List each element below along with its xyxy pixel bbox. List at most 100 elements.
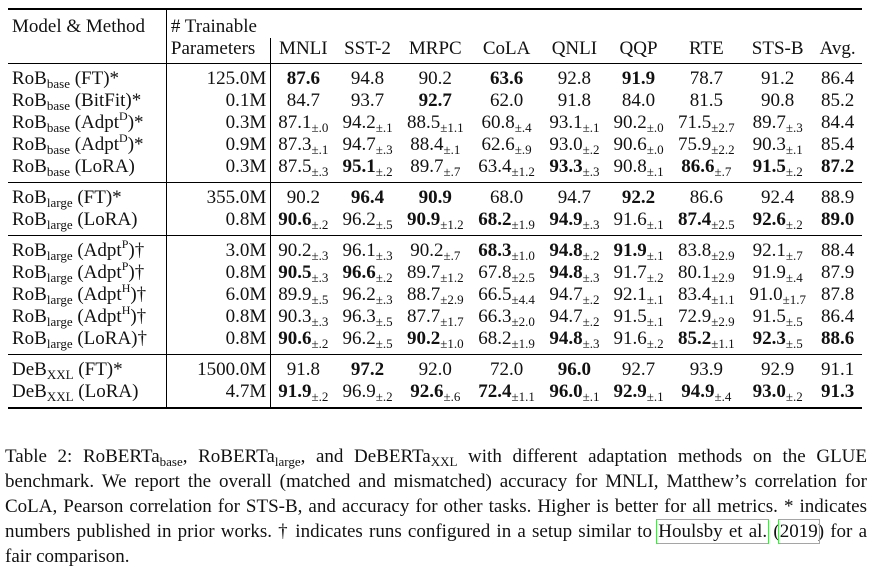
metric-value: 94.7 [549,284,583,305]
metric-value: 72.4 [478,381,512,402]
metric-value-cell: 68.2±1.9 [471,209,542,236]
metric-value-cell: 72.0 [471,355,542,382]
metric-value: 94.9 [681,381,715,402]
metric-value-cell: 94.9±.4 [671,381,742,408]
metric-value: 87.4 [677,209,712,230]
metric-value-cell: 86.4 [813,306,862,328]
metric-value-cell: 87.9 [813,262,862,284]
metric-value-cell: 91.9±.2 [271,381,336,408]
metric-std-dev: ±.1 [311,142,329,157]
metric-value-cell: 87.3±.1 [271,134,336,156]
metric-value: 88.5 [406,112,441,133]
metric-value-cell: 92.2 [606,183,670,210]
header-metric-mnli: MNLI [279,38,328,59]
metric-value-cell: 71.5±2.7 [671,112,742,134]
metric-std-dev: ±1.1 [711,292,735,307]
caption-text: ( [767,521,780,542]
citation-link-author[interactable]: Houlsby et al. [656,519,770,544]
metric-value: 92.9 [613,381,647,402]
metric-value: 68.2 [478,209,512,230]
metric-value: 86.4 [821,68,855,89]
metric-value-cell: 68.3±1.0 [471,236,542,262]
metric-value-cell: 96.3±.5 [335,306,399,328]
method-suffix: (FT)* [77,187,122,208]
metric-value-cell: 90.8±.1 [606,156,670,183]
metric-value-cell: 94.7±.3 [335,134,399,156]
metric-value-cell: 91.8 [271,355,336,382]
metric-value-cell: 94.8±.3 [542,328,606,355]
metric-value-cell: 72.4±1.1 [471,381,542,408]
caption-text: ) for a fair comparison. [5,521,868,567]
metric-value-cell: 92.9 [742,355,813,382]
method-superscript: H [121,303,131,317]
metric-std-dev: ±.0 [646,120,664,135]
metric-value-cell: 91.2 [742,64,813,91]
metric-std-dev: ±.2 [311,336,329,351]
metric-value-cell: 68.2±1.9 [471,328,542,355]
trainable-params-cell: 0.8M [166,262,272,284]
metric-value: 89.7 [410,156,444,177]
table-row: RoBbase (AdptD)* 0.3M 87.1±.0 94.2±.1 88.5±1… [8,110,862,135]
metric-std-dev: ±.1 [582,120,600,135]
metric-std-dev: ±.5 [375,217,393,232]
metric-std-dev: ±2.0 [511,314,535,329]
citation-link-year[interactable]: 2019 [777,519,820,544]
model-size-subscript: large [46,314,73,329]
metric-value: 96.2 [342,284,376,305]
metric-value: 91.5 [752,306,786,327]
metric-value-cell: 91.3 [813,381,862,408]
method-suffix: (LoRA)† [77,328,148,349]
header-metric-sst2: SST-2 [344,38,391,59]
metric-value-cell: 94.7±.2 [542,284,606,306]
metric-std-dev: ±1.1 [511,389,535,404]
metric-value: 92.4 [761,187,795,208]
metric-value: 84.7 [286,90,320,111]
metric-value-cell: 90.9 [400,183,471,210]
model-name: RoB [12,134,47,155]
metric-value: 88.6 [821,328,855,349]
metric-value: 72.0 [490,359,524,380]
metric-value-cell: 92.6±.2 [742,209,813,236]
model-size-subscript: base [46,76,70,91]
metric-value-cell: 92.9±.1 [606,381,670,408]
trainable-params-cell: 0.1M [166,90,272,112]
metric-value: 90.9 [418,187,452,208]
metric-value-cell: 94.8±.3 [542,262,606,284]
metric-value-cell: 88.6 [813,328,862,355]
metric-value: 94.2 [342,112,376,133]
model-size-subscript: large [46,292,73,307]
metric-value: 92.1 [613,284,647,305]
metric-value-cell: 87.5±.3 [271,156,336,183]
metric-value: 87.6 [286,68,320,89]
metric-value: 87.7 [406,306,441,327]
method-suffix: (LoRA) [78,381,139,402]
metric-value: 95.1 [342,156,376,177]
trainable-params-cell: 6.0M [166,284,272,306]
metric-value: 89.9 [278,284,312,305]
metric-value-cell: 92.7 [400,90,471,112]
table-row: RoBbase (LoRA) 0.3M 87.5±.3 95.1±.2 89.7±.7 6… [8,156,862,183]
model-method-cell: RoBlarge (LoRA) [8,209,167,236]
metric-value-cell: 93.0±.2 [742,381,813,408]
metric-value: 92.1 [752,240,786,261]
metric-value-cell: 96.9±.2 [335,381,399,408]
metric-value-cell: 91.5±.2 [742,156,813,183]
metric-value-cell: 90.6±.2 [271,209,336,236]
metric-std-dev: ±2.5 [711,217,735,232]
metric-value: 91.9 [752,262,786,283]
model-size-subscript: base [46,120,70,135]
metric-std-dev: ±.7 [443,164,461,179]
metric-value: 92.9 [761,359,795,380]
metric-value: 86.6 [681,156,715,177]
metric-std-dev: ±.1 [443,142,461,157]
metric-value: 94.9 [549,209,583,230]
metric-std-dev: ±.1 [785,142,803,157]
metric-std-dev: ±.2 [785,164,803,179]
metric-value-cell: 68.0 [471,183,542,210]
metric-value: 67.8 [478,262,512,283]
metric-std-dev: ±.2 [646,270,664,285]
metric-value: 92.2 [621,187,656,208]
metric-value-cell: 93.7 [335,90,399,112]
metric-std-dev: ±.4 [714,389,732,404]
